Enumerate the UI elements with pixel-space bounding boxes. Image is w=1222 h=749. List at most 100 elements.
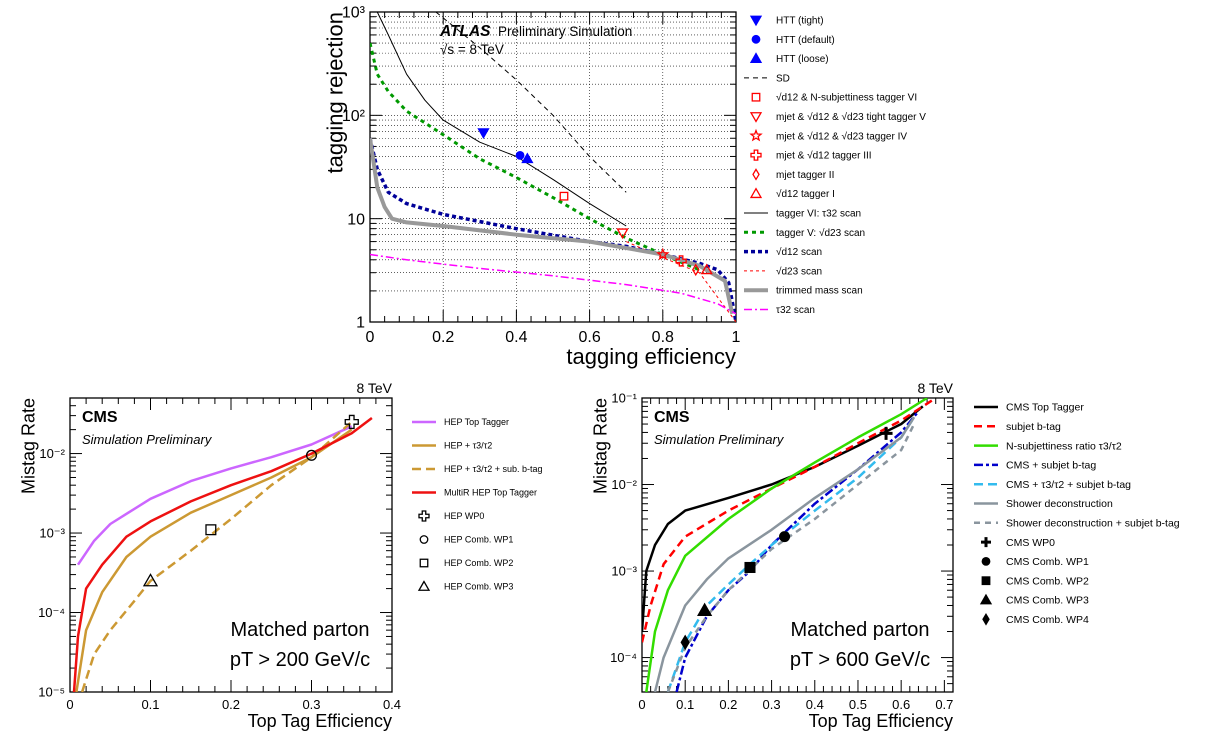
legend-entry: HTT (default) [751, 34, 835, 46]
experiment-label: CMS [654, 409, 690, 426]
legend-marker [982, 613, 990, 626]
legend-marker [749, 187, 763, 199]
legend-marker [749, 128, 763, 142]
x-axis-label: Top Tag Efficiency [809, 711, 953, 731]
legend-marker [417, 580, 431, 591]
legend-entry: √d12 tagger I [749, 187, 835, 200]
x-tick-label: 0.4 [806, 697, 824, 712]
legend-entry: HEP Comb. WP2 [419, 558, 513, 568]
series-group [370, 12, 736, 322]
plot-frame [69, 397, 393, 693]
legend-entry: CMS Comb. WP1 [981, 556, 1089, 568]
y-tick-label: 10⁻⁴ [610, 650, 637, 665]
annotation-line-2: pT > 600 GeV/c [790, 649, 930, 671]
legend-label: CMS Comb. WP2 [1006, 575, 1089, 587]
series-line-4 [72, 417, 373, 692]
series-line-2 [75, 428, 353, 692]
legend-label: HEP Top Tagger [444, 417, 509, 427]
legend-entry: CMS WP0 [981, 537, 1055, 549]
legend-entry: HEP + τ3/τ2 + sub. b-tag [412, 464, 543, 474]
legend-label: √d12 tagger I [776, 188, 835, 200]
legend-entry: HEP Top Tagger [412, 417, 509, 427]
marker-2 [305, 449, 318, 461]
legend-entry: √d12 & N-subjettiness tagger VI [751, 92, 917, 104]
chart-2: 0 0.1 0.2 0.3 0.4 10⁻⁵ 10⁻⁴ 10⁻³ 10⁻² Top Tag Eff… [18, 380, 542, 731]
chart-1: 0 0.2 0.4 0.6 0.8 1 1 10 10² 10³ tagging efficienc… [323, 5, 927, 369]
grid [369, 11, 737, 323]
marker-1 [344, 414, 359, 430]
legend-label: MultiR HEP Top Tagger [444, 488, 537, 498]
experiment-label: ATLAS [439, 23, 491, 40]
x-tick-label: 0.1 [676, 697, 694, 712]
legend: HTT (tight) HTT (default) HTT (loose) SD √d1… [744, 16, 926, 316]
legend-marker [752, 168, 760, 181]
legend-label: mjet & √d12 & √d23 tight tagger V [776, 111, 926, 123]
legend-entry: √d12 scan [744, 246, 822, 258]
x-axis-label: Top Tag Efficiency [248, 711, 392, 731]
legend-label: HEP Comb. WP1 [444, 535, 513, 545]
y-tick-label: 10² [342, 108, 366, 125]
watermark-text: Simulation Preliminary [82, 432, 213, 447]
legend-label: HEP Comb. WP3 [444, 582, 513, 592]
series-line-1 [435, 12, 627, 193]
legend-marker [751, 34, 761, 44]
series-line-7 [370, 253, 736, 315]
legend-marker [749, 52, 763, 63]
watermark-text: Simulation Preliminary [654, 432, 785, 447]
x-tick-label: 0.7 [935, 697, 953, 712]
series-line-3 [645, 398, 928, 692]
marker-9 [700, 263, 713, 275]
legend: CMS Top Tagger subjet b-tag N-subjettiness… [974, 402, 1180, 626]
legend-label: tagger VI: τ32 scan [776, 209, 861, 220]
x-tick-label: 0.6 [892, 697, 910, 712]
legend-entry: √d23 scan [744, 265, 822, 277]
legend-entry: CMS + τ3/τ2 + subjet b-tag [974, 479, 1131, 491]
legend-entry: CMS + subjet b-tag [974, 460, 1096, 472]
series-line-1 [76, 425, 353, 566]
legend-label: CMS Top Tagger [1006, 402, 1084, 414]
legend-marker [981, 557, 991, 566]
grid [69, 397, 393, 693]
legend-label: SD [776, 73, 790, 84]
y-tick-label: 10⁻⁴ [38, 605, 65, 620]
y-tick-label: 10⁻² [39, 446, 65, 461]
series-line-4 [675, 410, 920, 692]
experiment-label: CMS [82, 409, 118, 426]
legend-marker [981, 576, 991, 586]
legend-label: τ32 scan [776, 305, 815, 316]
x-tick-label: 0.3 [302, 697, 320, 712]
legend-entry: HEP WP0 [418, 510, 484, 522]
legend-marker [418, 510, 430, 522]
legend-entry: tagger V: √d23 scan [744, 227, 865, 239]
annotation-line-2: pT > 200 GeV/c [230, 649, 370, 671]
legend-label: HTT (loose) [776, 54, 829, 65]
series-line-6 [370, 138, 735, 315]
plot-frame [641, 397, 954, 693]
legend-entry: HEP + τ3/τ2 [412, 441, 492, 451]
legend-entry: HTT (loose) [749, 52, 829, 65]
legend-entry: mjet & √d12 & √d23 tight tagger V [749, 111, 926, 123]
x-tick-label: 0.5 [849, 697, 867, 712]
x-tick-label: 0 [366, 329, 375, 346]
x-tick-label: 0.6 [578, 329, 600, 346]
legend-label: Shower deconstruction [1006, 498, 1113, 510]
legend-entry: trimmed mass scan [744, 286, 863, 297]
series-line-3 [370, 42, 700, 272]
y-axis-label: Mistag Rate [18, 398, 38, 494]
legend-label: mjet & √d12 & √d23 tagger IV [776, 130, 907, 142]
y-tick-label: 10³ [342, 5, 366, 22]
legend-entry: CMS Comb. WP3 [979, 593, 1089, 607]
marker-3 [205, 524, 217, 536]
legend-label: N-subjettiness ratio τ3/τ2 [1006, 440, 1122, 452]
energy-label: 8 TeV [356, 380, 392, 396]
legend-marker [419, 535, 429, 544]
x-tick-label: 1 [732, 329, 741, 346]
marker-4 [559, 191, 569, 201]
y-tick-label: 10⁻² [611, 477, 637, 492]
marker-1 [477, 128, 490, 139]
legend-label: subjet b-tag [1006, 421, 1061, 433]
legend-label: √d12 scan [776, 246, 822, 258]
legend-label: trimmed mass scan [776, 286, 863, 297]
